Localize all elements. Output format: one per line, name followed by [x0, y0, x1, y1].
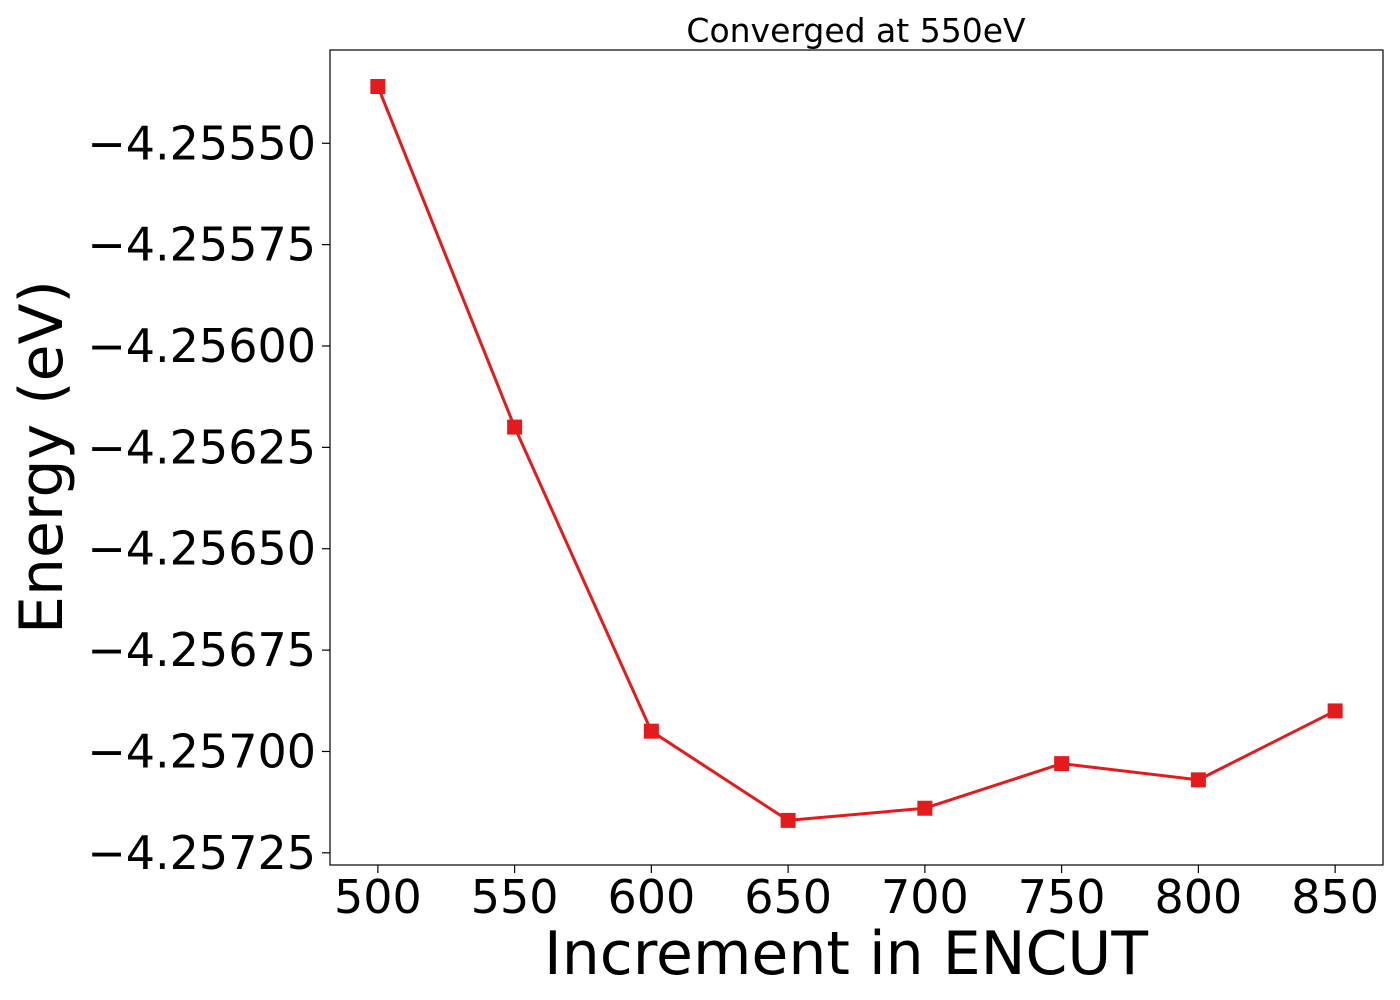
x-tick-label: 800 — [1154, 870, 1242, 924]
series-line — [376, 85, 1336, 822]
y-tick-label: −4.25550 — [87, 116, 316, 170]
x-axis-title: Increment in ENCUT — [544, 919, 1148, 989]
data-point-marker — [780, 812, 796, 828]
y-tick-label: −4.25675 — [87, 623, 316, 677]
data-point-marker — [643, 723, 659, 739]
y-tick-label: −4.25725 — [87, 826, 316, 880]
y-tick-label: −4.25600 — [87, 319, 316, 373]
data-point-marker — [1190, 772, 1206, 788]
y-tick-label: −4.25575 — [87, 218, 316, 272]
y-axis-title: Energy (eV) — [7, 280, 77, 634]
data-point-marker — [917, 800, 933, 816]
data-point-marker — [1054, 756, 1070, 772]
y-tick-label: −4.25650 — [87, 522, 316, 576]
x-tick-label: 500 — [334, 870, 422, 924]
chart-title: Converged at 550eV — [686, 11, 1026, 50]
x-tick-label: 600 — [607, 870, 695, 924]
data-point-marker — [1327, 703, 1343, 719]
x-tick-label: 850 — [1291, 870, 1379, 924]
plot-area: 500 550 600 650 700 750 800 850 −4.25550 −4.25575… — [87, 49, 1384, 924]
y-tick-label: −4.25700 — [87, 724, 316, 778]
x-tick-label: 650 — [744, 870, 832, 924]
data-point-marker — [370, 78, 386, 94]
x-tick-label: 550 — [471, 870, 559, 924]
x-tick-label: 750 — [1018, 870, 1106, 924]
plot-frame — [329, 49, 1384, 866]
y-tick-label: −4.25625 — [87, 420, 316, 474]
data-point-marker — [507, 419, 523, 435]
x-tick-label: 700 — [881, 870, 969, 924]
